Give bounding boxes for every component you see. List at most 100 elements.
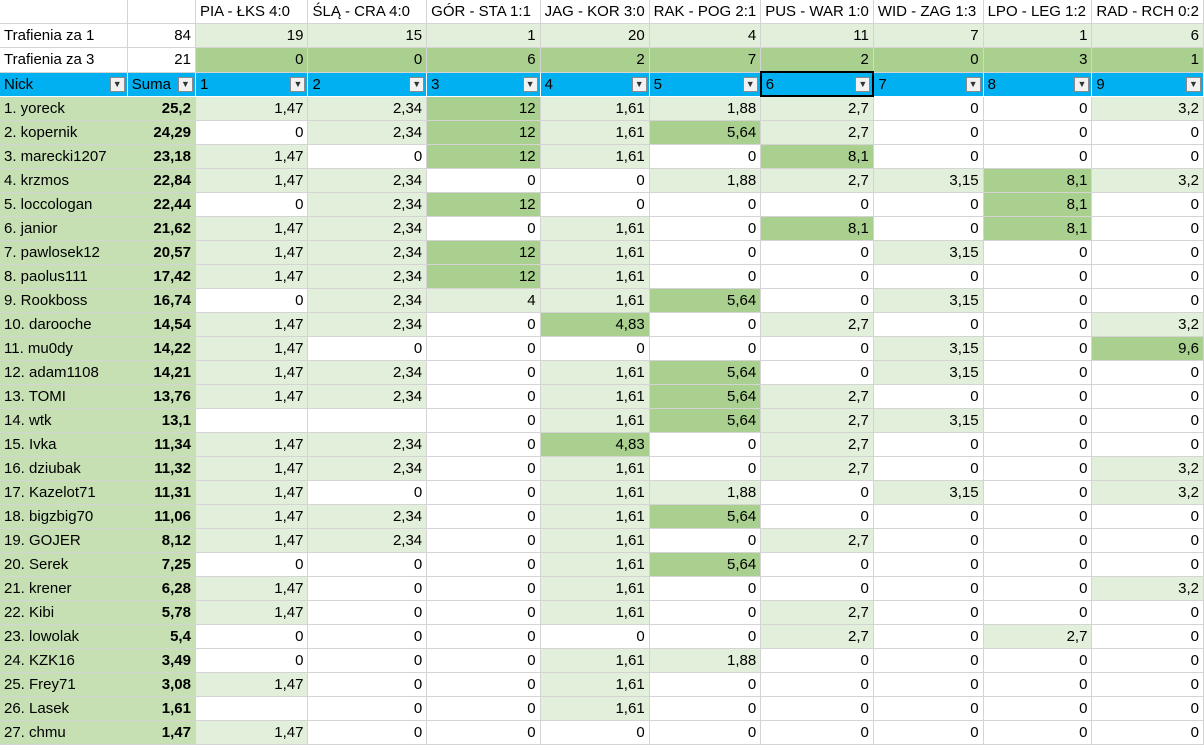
score-cell[interactable]: 0 <box>983 552 1093 577</box>
score-cell[interactable]: 2,34 <box>307 288 428 313</box>
score-cell[interactable]: 0 <box>1091 504 1204 529</box>
header-col-3[interactable]: 3 ▼ <box>426 72 541 97</box>
hits-1-cell[interactable]: 15 <box>307 23 428 48</box>
hits-1-cell[interactable]: 20 <box>540 23 650 48</box>
score-cell[interactable]: 0 <box>1091 408 1204 433</box>
score-cell[interactable]: 1,47 <box>195 720 309 745</box>
score-cell[interactable]: 1,88 <box>649 648 762 673</box>
score-cell[interactable]: 0 <box>873 120 984 145</box>
score-cell[interactable]: 12 <box>426 240 541 265</box>
score-cell[interactable]: 0 <box>873 672 984 697</box>
score-cell[interactable]: 1,47 <box>195 672 309 697</box>
hits-3-cell[interactable]: 3 <box>983 47 1093 73</box>
score-cell[interactable]: 0 <box>873 600 984 625</box>
score-cell[interactable]: 1,61 <box>540 576 650 601</box>
score-cell[interactable]: 0 <box>1091 624 1204 649</box>
score-cell[interactable]: 0 <box>540 336 650 361</box>
score-cell[interactable]: 0 <box>983 264 1093 289</box>
nick-cell[interactable]: 14. wtk <box>0 408 128 433</box>
hits-3-cell[interactable]: 7 <box>649 47 762 73</box>
score-cell[interactable]: 1,47 <box>195 384 309 409</box>
nick-cell[interactable]: 21. krener <box>0 576 128 601</box>
score-cell[interactable]: 0 <box>760 288 874 313</box>
hits-1-cell[interactable]: 19 <box>195 23 309 48</box>
score-cell[interactable]: 0 <box>307 600 428 625</box>
score-cell[interactable]: 3,15 <box>873 240 984 265</box>
nick-cell[interactable]: 18. bigzbig70 <box>0 504 128 529</box>
score-cell[interactable]: 2,34 <box>307 240 428 265</box>
score-cell[interactable]: 5,64 <box>649 288 762 313</box>
score-cell[interactable]: 3,15 <box>873 408 984 433</box>
filter-dropdown-icon[interactable]: ▼ <box>409 76 425 92</box>
score-cell[interactable]: 0 <box>1091 600 1204 625</box>
score-cell[interactable]: 3,2 <box>1091 576 1204 601</box>
score-cell[interactable]: 2,34 <box>307 432 428 457</box>
filter-dropdown-icon[interactable]: ▼ <box>965 76 981 92</box>
score-cell[interactable]: 2,7 <box>760 528 874 553</box>
header-col-9[interactable]: 9 ▼ <box>1091 72 1204 97</box>
score-cell[interactable] <box>307 408 428 433</box>
suma-cell[interactable]: 17,42 <box>127 264 196 289</box>
suma-cell[interactable]: 7,25 <box>127 552 196 577</box>
hits-3-label[interactable]: Trafienia za 3 <box>0 47 128 73</box>
score-cell[interactable]: 0 <box>760 264 874 289</box>
hits-3-cell[interactable]: 0 <box>195 47 309 73</box>
score-cell[interactable]: 1,47 <box>195 528 309 553</box>
score-cell[interactable]: 0 <box>760 648 874 673</box>
suma-cell[interactable]: 5,78 <box>127 600 196 625</box>
score-cell[interactable]: 0 <box>426 480 541 505</box>
score-cell[interactable]: 1,61 <box>540 96 650 121</box>
suma-cell[interactable]: 14,54 <box>127 312 196 337</box>
score-cell[interactable]: 0 <box>426 576 541 601</box>
score-cell[interactable]: 2,7 <box>760 408 874 433</box>
hits-1-cell[interactable]: 7 <box>873 23 984 48</box>
score-cell[interactable]: 1,88 <box>649 96 762 121</box>
score-cell[interactable]: 0 <box>307 336 428 361</box>
score-cell[interactable]: 0 <box>195 120 309 145</box>
score-cell[interactable]: 1,47 <box>195 456 309 481</box>
score-cell[interactable]: 1,47 <box>195 96 309 121</box>
score-cell[interactable]: 0 <box>307 480 428 505</box>
score-cell[interactable]: 0 <box>540 168 650 193</box>
score-cell[interactable]: 12 <box>426 120 541 145</box>
score-cell[interactable]: 9,6 <box>1091 336 1204 361</box>
nick-cell[interactable]: 22. Kibi <box>0 600 128 625</box>
score-cell[interactable]: 0 <box>1091 264 1204 289</box>
score-cell[interactable]: 0 <box>426 384 541 409</box>
score-cell[interactable]: 1,61 <box>540 480 650 505</box>
hits-3-cell[interactable]: 6 <box>426 47 541 73</box>
score-cell[interactable]: 1,47 <box>195 576 309 601</box>
score-cell[interactable]: 0 <box>1091 120 1204 145</box>
suma-cell[interactable]: 23,18 <box>127 144 196 169</box>
score-cell[interactable]: 0 <box>540 720 650 745</box>
score-cell[interactable]: 2,34 <box>307 384 428 409</box>
score-cell[interactable]: 0 <box>983 360 1093 385</box>
score-cell[interactable]: 0 <box>426 696 541 721</box>
nick-cell[interactable]: 17. Kazelot71 <box>0 480 128 505</box>
score-cell[interactable]: 0 <box>983 672 1093 697</box>
score-cell[interactable]: 0 <box>1091 144 1204 169</box>
score-cell[interactable]: 5,64 <box>649 504 762 529</box>
score-cell[interactable]: 0 <box>983 528 1093 553</box>
hits-3-total[interactable]: 21 <box>127 47 196 73</box>
score-cell[interactable]: 0 <box>873 312 984 337</box>
score-cell[interactable]: 8,1 <box>983 192 1093 217</box>
score-cell[interactable]: 0 <box>760 504 874 529</box>
score-cell[interactable]: 0 <box>983 600 1093 625</box>
suma-cell[interactable]: 11,06 <box>127 504 196 529</box>
hits-3-cell[interactable]: 2 <box>760 47 874 73</box>
score-cell[interactable]: 12 <box>426 96 541 121</box>
match-name-cell[interactable]: JAG - KOR 3:0 <box>540 0 650 24</box>
score-cell[interactable]: 2,34 <box>307 120 428 145</box>
score-cell[interactable]: 0 <box>426 528 541 553</box>
score-cell[interactable]: 2,34 <box>307 312 428 337</box>
suma-cell[interactable]: 5,4 <box>127 624 196 649</box>
score-cell[interactable]: 0 <box>873 96 984 121</box>
score-cell[interactable]: 0 <box>873 720 984 745</box>
match-name-cell[interactable]: PIA - ŁKS 4:0 <box>195 0 309 24</box>
score-cell[interactable]: 0 <box>873 264 984 289</box>
score-cell[interactable]: 1,61 <box>540 360 650 385</box>
score-cell[interactable]: 2,34 <box>307 528 428 553</box>
score-cell[interactable]: 0 <box>426 408 541 433</box>
hits-1-cell[interactable]: 1 <box>426 23 541 48</box>
